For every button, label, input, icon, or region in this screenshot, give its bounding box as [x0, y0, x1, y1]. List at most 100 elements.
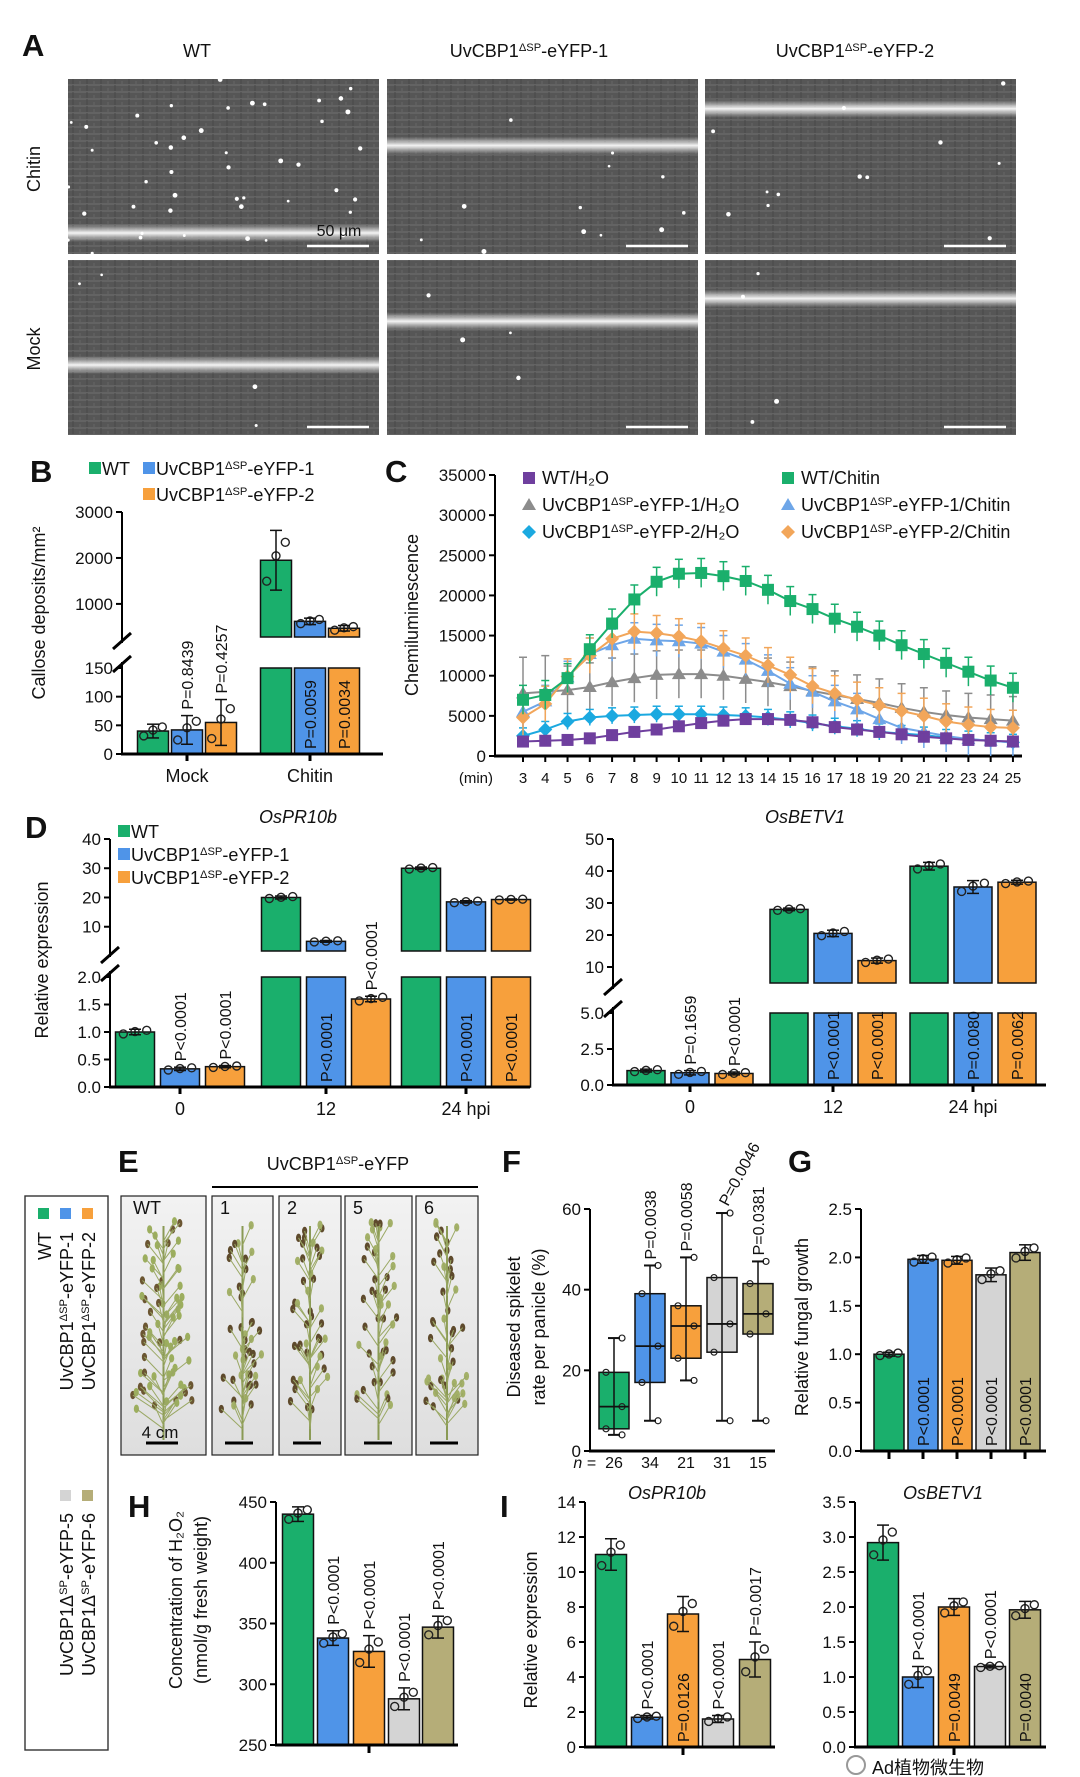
- replicate-point: [912, 864, 923, 874]
- branch: [294, 1345, 311, 1367]
- vein-band: [387, 136, 698, 155]
- panel-label-c: C: [385, 454, 407, 489]
- legend-label: UvCBP1ΔSP-eYFP-6: [79, 1513, 99, 1676]
- x-tick-label: 24 hpi: [948, 1097, 997, 1117]
- branch: [163, 1304, 182, 1326]
- legend-label: UvCBP1ΔSP-eYFP-1: [57, 1232, 77, 1390]
- replicate-point: [208, 1062, 219, 1073]
- x-tick-label: 11: [693, 770, 709, 787]
- branch: [242, 1375, 257, 1397]
- replicate-point: [309, 937, 319, 947]
- branch: [222, 1377, 243, 1398]
- data-point: [638, 1290, 646, 1298]
- replicate-point: [302, 1505, 312, 1515]
- bar-upper: [445, 901, 487, 952]
- data-point: [523, 472, 535, 484]
- branch: [446, 1289, 457, 1310]
- vein-band: [705, 289, 1016, 308]
- x-axis-label: (min): [459, 770, 493, 787]
- micrograph-image: [68, 260, 379, 435]
- branch: [378, 1223, 381, 1244]
- branch: [446, 1375, 467, 1397]
- branch: [233, 1400, 243, 1421]
- replicate-point: [442, 1615, 452, 1626]
- callose-dot: [249, 100, 255, 106]
- replicate-point: [264, 893, 274, 904]
- callose-dot: [100, 273, 103, 277]
- chart-title: OsBETV1: [765, 807, 845, 827]
- legend-label: UvCBP1ΔSP-eYFP-2: [131, 868, 289, 888]
- callose-dot: [1000, 81, 1006, 86]
- branch: [163, 1317, 174, 1338]
- branch: [378, 1318, 384, 1339]
- branch: [163, 1399, 193, 1421]
- x-tick-label: Chitin: [287, 766, 333, 786]
- p-value-label: P=0.0059: [303, 680, 320, 749]
- branch: [378, 1304, 389, 1325]
- vein-band: [68, 356, 379, 374]
- branch: [302, 1258, 311, 1279]
- replicate-point: [262, 576, 272, 586]
- data-point: [782, 472, 794, 484]
- replicate-point: [685, 1067, 695, 1078]
- x-tick-label: 19: [871, 770, 888, 787]
- chart-h-6: [281, 1505, 455, 1746]
- branch: [144, 1356, 164, 1378]
- callose-dot: [181, 135, 187, 140]
- replicate-point: [186, 1063, 197, 1073]
- callose-dot: [599, 233, 603, 237]
- replicate-point: [333, 936, 343, 946]
- y-tick-label: 100: [85, 688, 113, 707]
- micrograph-shade: [387, 260, 698, 435]
- callose-dot: [711, 129, 716, 134]
- y-tick-label: 0.0: [77, 1078, 101, 1097]
- micrograph-shade: [705, 260, 1016, 435]
- branch: [156, 1245, 164, 1266]
- p-value-label: P<0.0001: [911, 1591, 928, 1660]
- replicate-point: [985, 1661, 995, 1671]
- y-axis-label: (nmol/g fresh weight): [191, 1516, 211, 1684]
- branch: [242, 1353, 254, 1375]
- legend-swatch: [118, 871, 130, 883]
- branch: [163, 1309, 179, 1330]
- branch: [358, 1344, 379, 1366]
- branch: [446, 1399, 459, 1420]
- branch: [163, 1229, 174, 1250]
- p-value-label: P<0.0001: [431, 1541, 448, 1610]
- branch: [309, 1308, 322, 1329]
- branch: [228, 1257, 243, 1279]
- axis-break-mark: [603, 999, 623, 1019]
- branch: [161, 1281, 164, 1302]
- branch: [234, 1243, 243, 1265]
- branch: [163, 1402, 178, 1424]
- replicate-point: [373, 1637, 383, 1647]
- row-label: Mock: [24, 327, 44, 371]
- branch: [242, 1374, 251, 1395]
- legend-label: UvCBP1ΔSP-eYFP-2: [156, 485, 314, 505]
- callose-dot: [340, 232, 346, 238]
- p-value-label: P<0.0001: [711, 1640, 728, 1709]
- callose-dot: [69, 121, 73, 124]
- branch: [242, 1398, 247, 1419]
- branch: [435, 1392, 448, 1414]
- branch: [242, 1330, 260, 1351]
- replicate-point: [904, 1679, 914, 1690]
- y-tick-label: 2: [567, 1703, 576, 1722]
- replicate-point: [669, 1621, 679, 1631]
- spikelet: [142, 1322, 149, 1331]
- p-value-label: P=0.1659: [683, 996, 700, 1065]
- wechat-icon: [846, 1755, 866, 1775]
- branch: [309, 1273, 312, 1294]
- callose-dot: [358, 146, 363, 151]
- y-tick-label: 1000: [75, 595, 113, 614]
- p-value-label: P=0.8439: [180, 641, 197, 710]
- y-tick-label: 2.5: [828, 1200, 852, 1219]
- panel-label-g: G: [788, 1144, 812, 1179]
- branch: [294, 1388, 311, 1410]
- branch: [426, 1381, 448, 1402]
- branch: [307, 1407, 311, 1428]
- p-value-label: P<0.0001: [950, 1377, 967, 1446]
- bar: [350, 998, 392, 1088]
- watermark: Ad植物微生物: [872, 1758, 984, 1777]
- branch: [371, 1366, 379, 1387]
